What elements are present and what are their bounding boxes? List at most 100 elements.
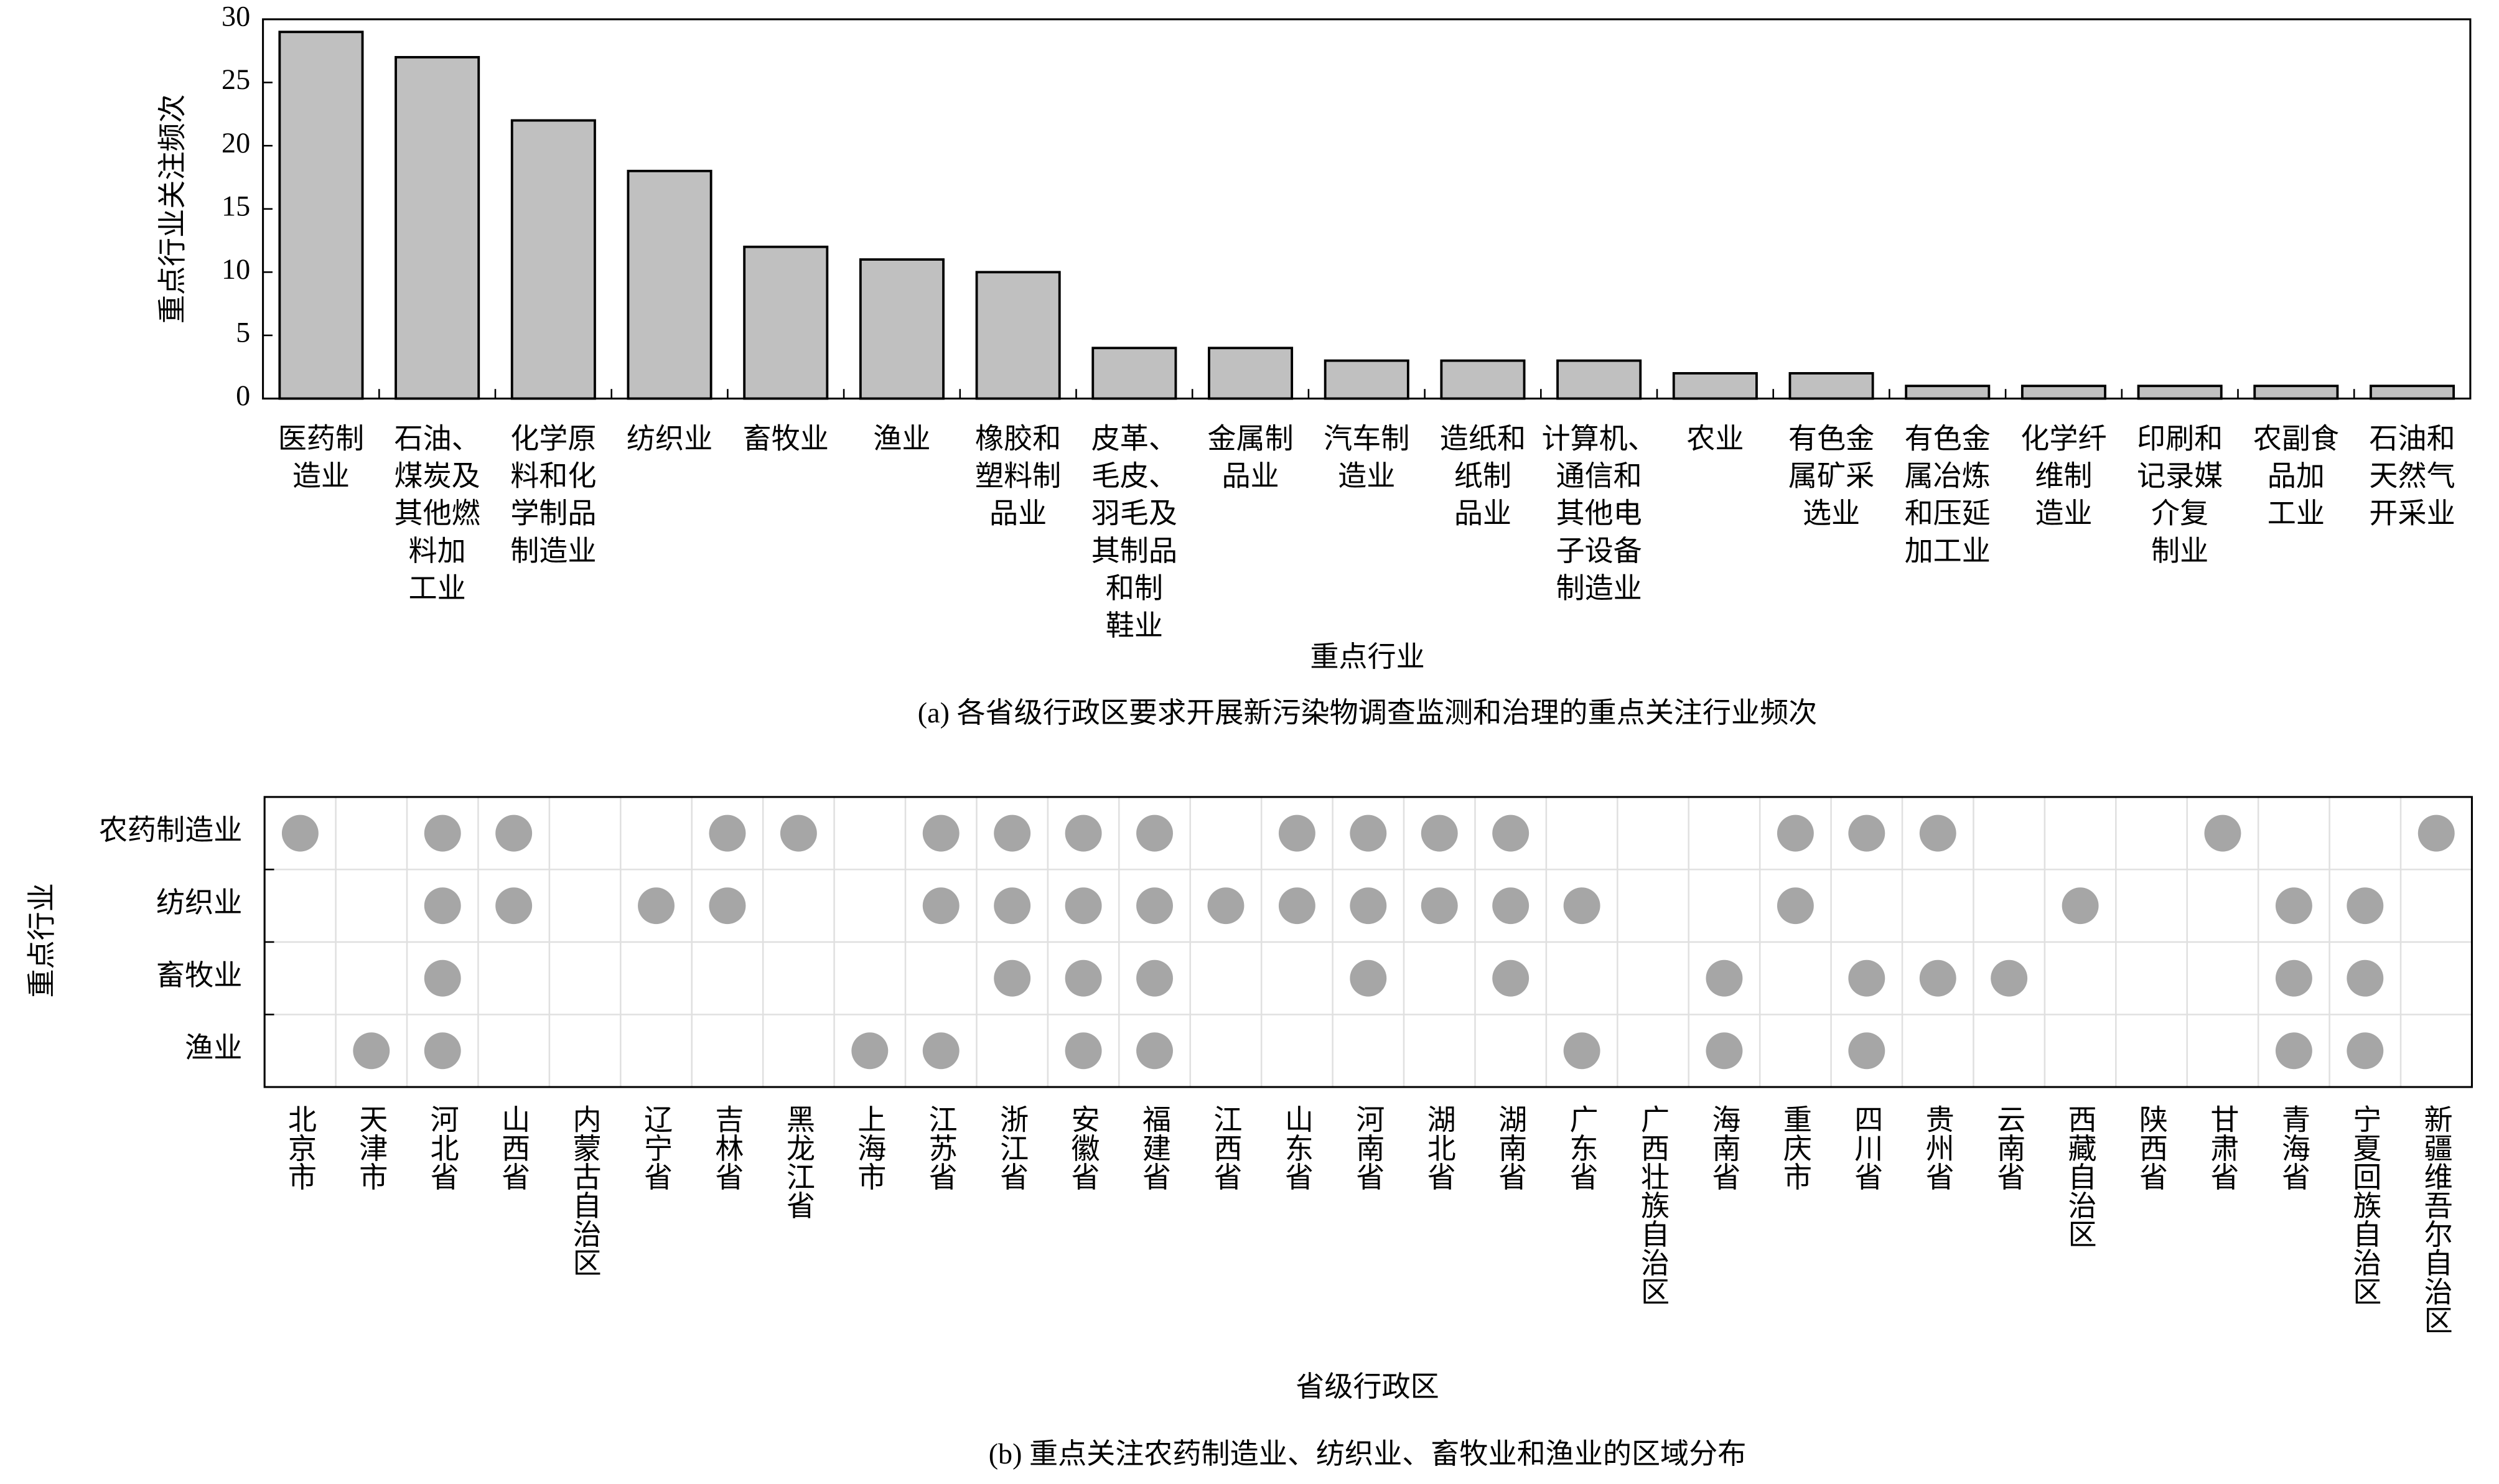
dot: [994, 887, 1031, 925]
x-tick-label: 内蒙古自治区: [569, 1104, 601, 1277]
dot: [1350, 814, 1387, 852]
x-tick-label: 有色金: [1905, 422, 1991, 454]
x-tick-label: 毛皮、: [1091, 460, 1177, 492]
dot: [2275, 959, 2312, 997]
x-tick-label: 制业: [2151, 535, 2208, 567]
x-tick-label: 料加: [409, 535, 466, 567]
dot: [1350, 959, 1387, 997]
dot: [994, 959, 1031, 997]
dot: [1563, 887, 1600, 925]
x-tick-label: 广东省: [1566, 1104, 1598, 1190]
x-tick-label: 制造业: [1556, 572, 1642, 604]
dot: [1706, 959, 1743, 997]
dot: [1848, 959, 1885, 997]
y-tick-label: 10: [222, 253, 250, 285]
dot: [424, 959, 461, 997]
x-tick-label: 工业: [2268, 498, 2325, 530]
x-tick-label: 天然气: [2369, 460, 2455, 492]
y-tick-label: 农药制造业: [99, 814, 242, 846]
caption: (a) 各省级行政区要求开展新污染物调查监测和治理的重点关注行业频次: [918, 697, 1818, 729]
dot: [1919, 959, 1956, 997]
x-tick-label: 湖北省: [1424, 1104, 1455, 1190]
bar: [1440, 359, 1526, 400]
x-tick-label: 医药制: [278, 422, 364, 454]
dot: [2417, 814, 2455, 852]
dot: [994, 814, 1031, 852]
dot: [1278, 814, 1315, 852]
x-tick-label: 湖南省: [1495, 1104, 1526, 1190]
x-tick-label: 皮革、: [1091, 422, 1177, 454]
x-tick-label: 甘肃省: [2207, 1104, 2238, 1190]
dot: [1848, 814, 1885, 852]
plot-frame: [263, 796, 2473, 1088]
dot: [2347, 959, 2384, 997]
dot: [1706, 1032, 1743, 1070]
dot: [424, 1032, 461, 1070]
x-tick-label: 陕西省: [2136, 1104, 2167, 1190]
x-tick-label: 塑料制: [975, 460, 1061, 492]
bar: [2370, 385, 2455, 400]
dot: [353, 1032, 390, 1070]
x-tick-label: 属冶炼: [1905, 460, 1991, 492]
dot: [709, 887, 746, 925]
dot: [1777, 814, 1814, 852]
x-axis-title: 省级行政区: [1296, 1371, 1439, 1402]
y-tick-label: 15: [222, 190, 250, 222]
x-tick-label: 农业: [1686, 422, 1744, 454]
bar: [1905, 385, 1991, 400]
x-tick-label: 上海市: [854, 1104, 885, 1190]
x-tick-label: 江苏省: [925, 1104, 957, 1190]
dot: [2347, 887, 2384, 925]
x-tick-label: 造业: [2035, 498, 2092, 530]
y-tick-label: 30: [222, 1, 250, 32]
dot: [1492, 814, 1530, 852]
x-tick-label: 造业: [292, 460, 350, 492]
bar: [1208, 347, 1294, 400]
dot: [2275, 1032, 2312, 1070]
dot: [1065, 1032, 1102, 1070]
dot: [2204, 814, 2241, 852]
dot: [2062, 887, 2099, 925]
bar: [1556, 359, 1642, 400]
x-tick-label: 维制: [2035, 460, 2092, 492]
dot: [922, 1032, 960, 1070]
x-tick-label: 纺织业: [627, 422, 712, 454]
dot: [1065, 959, 1102, 997]
x-tick-label: 印刷和: [2137, 422, 2223, 454]
x-tick-label: 品加: [2268, 460, 2325, 492]
dot: [495, 814, 533, 852]
x-tick-label: 畜牧业: [743, 422, 829, 454]
dot: [2347, 1032, 2384, 1070]
x-tick-label: 料和化: [510, 460, 596, 492]
x-tick-label: 属矿采: [1788, 460, 1874, 492]
x-tick-label: 吉林省: [711, 1104, 743, 1190]
bar: [2020, 385, 2106, 400]
x-tick-label: 工业: [409, 572, 466, 604]
dot: [780, 814, 817, 852]
bar: [2253, 385, 2339, 400]
dot: [1065, 814, 1102, 852]
x-tick-label: 石油和: [2369, 422, 2455, 454]
x-tick-label: 新疆维吾尔自治区: [2421, 1104, 2452, 1334]
x-tick-label: 化学纤: [2020, 422, 2106, 454]
dot: [1421, 814, 1458, 852]
x-tick-label: 学制品: [510, 498, 596, 530]
x-tick-label: 煤炭及: [395, 460, 480, 492]
x-tick-label: 其他电: [1556, 498, 1642, 530]
x-tick-label: 宁夏回族自治区: [2349, 1104, 2381, 1305]
y-tick-label: 渔业: [185, 1032, 242, 1063]
y-tick-label: 纺织业: [156, 887, 242, 918]
dot: [1777, 887, 1814, 925]
x-tick-label: 贵州省: [1922, 1104, 1954, 1190]
dot: [1278, 887, 1315, 925]
y-tick-label: 0: [236, 380, 250, 411]
x-tick-label: 渔业: [873, 422, 930, 454]
x-tick-label: 其制品: [1091, 535, 1177, 567]
dot: [922, 814, 960, 852]
x-tick-label: 计算机、: [1541, 422, 1656, 454]
x-tick-label: 金属制: [1207, 422, 1293, 454]
x-tick-label: 安徽省: [1068, 1104, 1100, 1190]
dot: [495, 887, 533, 925]
dot: [638, 887, 675, 925]
